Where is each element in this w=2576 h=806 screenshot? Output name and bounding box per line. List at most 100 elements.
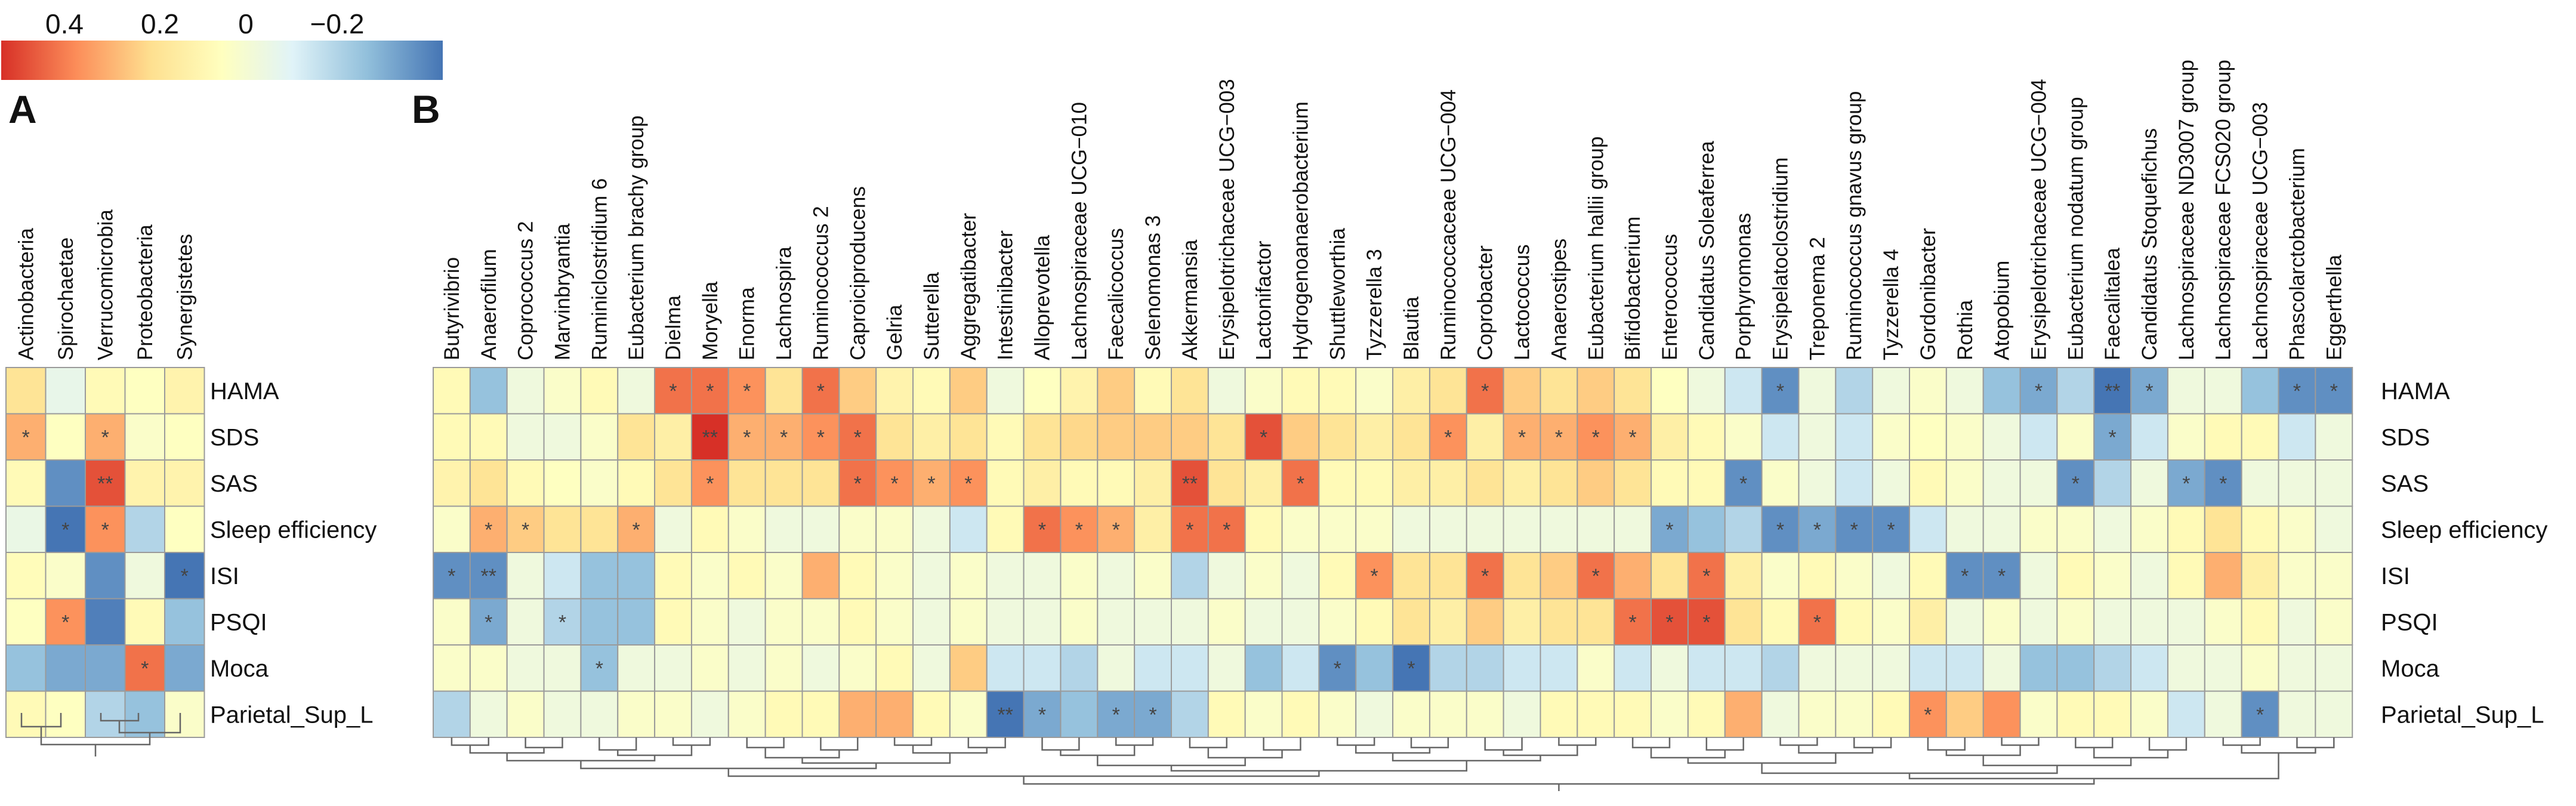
heatmap-cell <box>1429 690 1467 738</box>
column-label: Faecalitalea <box>2101 248 2124 360</box>
dendrogram-branch <box>1853 737 1892 749</box>
heatmap-cell <box>1318 413 1357 461</box>
column-label: Butyrivibrio <box>440 257 464 360</box>
significance-mark: * <box>22 426 30 449</box>
heatmap-cell <box>912 367 951 415</box>
heatmap-cell <box>1651 644 1689 692</box>
heatmap-cell <box>1909 552 1947 600</box>
dendrogram-branch <box>1761 763 2058 774</box>
row-label: SAS <box>2381 471 2429 497</box>
significance-mark: * <box>1813 518 1821 541</box>
significance-mark: * <box>1665 518 1673 541</box>
heatmap-cell <box>1835 413 1874 461</box>
heatmap-cell <box>1835 598 1874 646</box>
heatmap-cell <box>1060 552 1099 600</box>
heatmap-cell <box>543 552 582 600</box>
heatmap-cell <box>433 690 471 738</box>
heatmap-cell <box>543 505 582 553</box>
significance-mark: * <box>1260 426 1267 449</box>
dendrogram-branch <box>1631 737 1671 749</box>
heatmap-cell <box>912 459 951 507</box>
heatmap-cell <box>1687 505 1726 553</box>
heatmap-cell <box>1614 598 1652 646</box>
heatmap-cell <box>1909 459 1947 507</box>
significance-mark: * <box>1776 380 1784 403</box>
dendrogram-branch <box>2148 737 2188 751</box>
heatmap-cell <box>1503 598 1541 646</box>
heatmap-cell <box>690 644 729 692</box>
significance-mark: * <box>2145 380 2153 403</box>
row-label: HAMA <box>2381 378 2450 404</box>
column-label: Coprococcus 2 <box>514 221 538 360</box>
heatmap-cell <box>2056 413 2095 461</box>
heatmap-cell <box>1429 505 1467 553</box>
heatmap-cell <box>1761 598 1800 646</box>
heatmap-cell <box>2204 552 2242 600</box>
heatmap-cell <box>949 690 988 738</box>
heatmap-cell <box>1134 598 1173 646</box>
significance-mark: * <box>1665 611 1673 634</box>
heatmap-cell <box>580 690 619 738</box>
heatmap-cell <box>1281 413 1320 461</box>
dendrogram-branch <box>967 737 1006 749</box>
heatmap-cell <box>1097 413 1136 461</box>
dendrogram-branch <box>893 737 933 746</box>
dendrogram-branch <box>1705 737 1744 751</box>
heatmap-cell <box>2278 598 2316 646</box>
dendrogram-branch <box>1041 737 1080 751</box>
heatmap-cell <box>1134 644 1173 692</box>
heatmap-cell <box>1134 413 1173 461</box>
heatmap-cell <box>654 505 692 553</box>
column-label: Rothia <box>1954 299 1977 360</box>
heatmap-cell <box>1798 644 1837 692</box>
heatmap-cell <box>1945 644 1984 692</box>
heatmap-cell <box>617 552 656 600</box>
heatmap-cell <box>617 413 656 461</box>
heatmap-cell <box>1060 598 1099 646</box>
heatmap-cell <box>2167 413 2205 461</box>
heatmap-cell <box>2093 690 2132 738</box>
heatmap-cell <box>1651 459 1689 507</box>
heatmap-cell <box>1134 505 1173 553</box>
column-label: Coprobacter <box>1474 245 1497 360</box>
heatmap-cell <box>1724 505 1763 553</box>
heatmap-cell <box>2278 552 2316 600</box>
heatmap-cell <box>801 459 840 507</box>
row-label: HAMA <box>210 378 279 404</box>
heatmap-cell <box>2167 644 2205 692</box>
heatmap-cell <box>949 644 988 692</box>
heatmap-cell <box>45 459 86 507</box>
heatmap-cell <box>2130 505 2168 553</box>
heatmap-cell <box>1392 552 1430 600</box>
heatmap-cell <box>2278 505 2316 553</box>
heatmap-cell <box>164 598 205 646</box>
heatmap-cell <box>2130 644 2168 692</box>
heatmap-cell <box>1982 505 2021 553</box>
heatmap-cell <box>875 505 914 553</box>
heatmap-cell <box>1835 459 1874 507</box>
heatmap-cell <box>2167 552 2205 600</box>
heatmap-cell <box>1171 644 1209 692</box>
heatmap-cell <box>1835 552 1874 600</box>
heatmap-cell <box>1651 598 1689 646</box>
heatmap-cell <box>433 367 471 415</box>
heatmap-cell <box>2167 459 2205 507</box>
heatmap-cell <box>1355 367 1394 415</box>
heatmap-cell <box>1060 413 1099 461</box>
dendrogram-branch <box>580 761 877 770</box>
heatmap-cell <box>912 552 951 600</box>
heatmap-cell <box>1207 552 1246 600</box>
column-label: Blautia <box>1400 296 1423 360</box>
heatmap-cell <box>727 598 766 646</box>
significance-mark: * <box>61 611 69 634</box>
heatmap-cell <box>1318 598 1357 646</box>
dendrogram-branch <box>1650 748 1726 759</box>
heatmap-cell <box>1945 598 1984 646</box>
heatmap-cell <box>1281 367 1320 415</box>
dendrogram-branch <box>1484 737 1523 751</box>
heatmap-cell <box>506 598 545 646</box>
row-label: SAS <box>210 471 258 497</box>
heatmap-cell <box>2241 413 2279 461</box>
significance-mark: * <box>485 518 492 541</box>
heatmap-cell <box>2056 505 2095 553</box>
